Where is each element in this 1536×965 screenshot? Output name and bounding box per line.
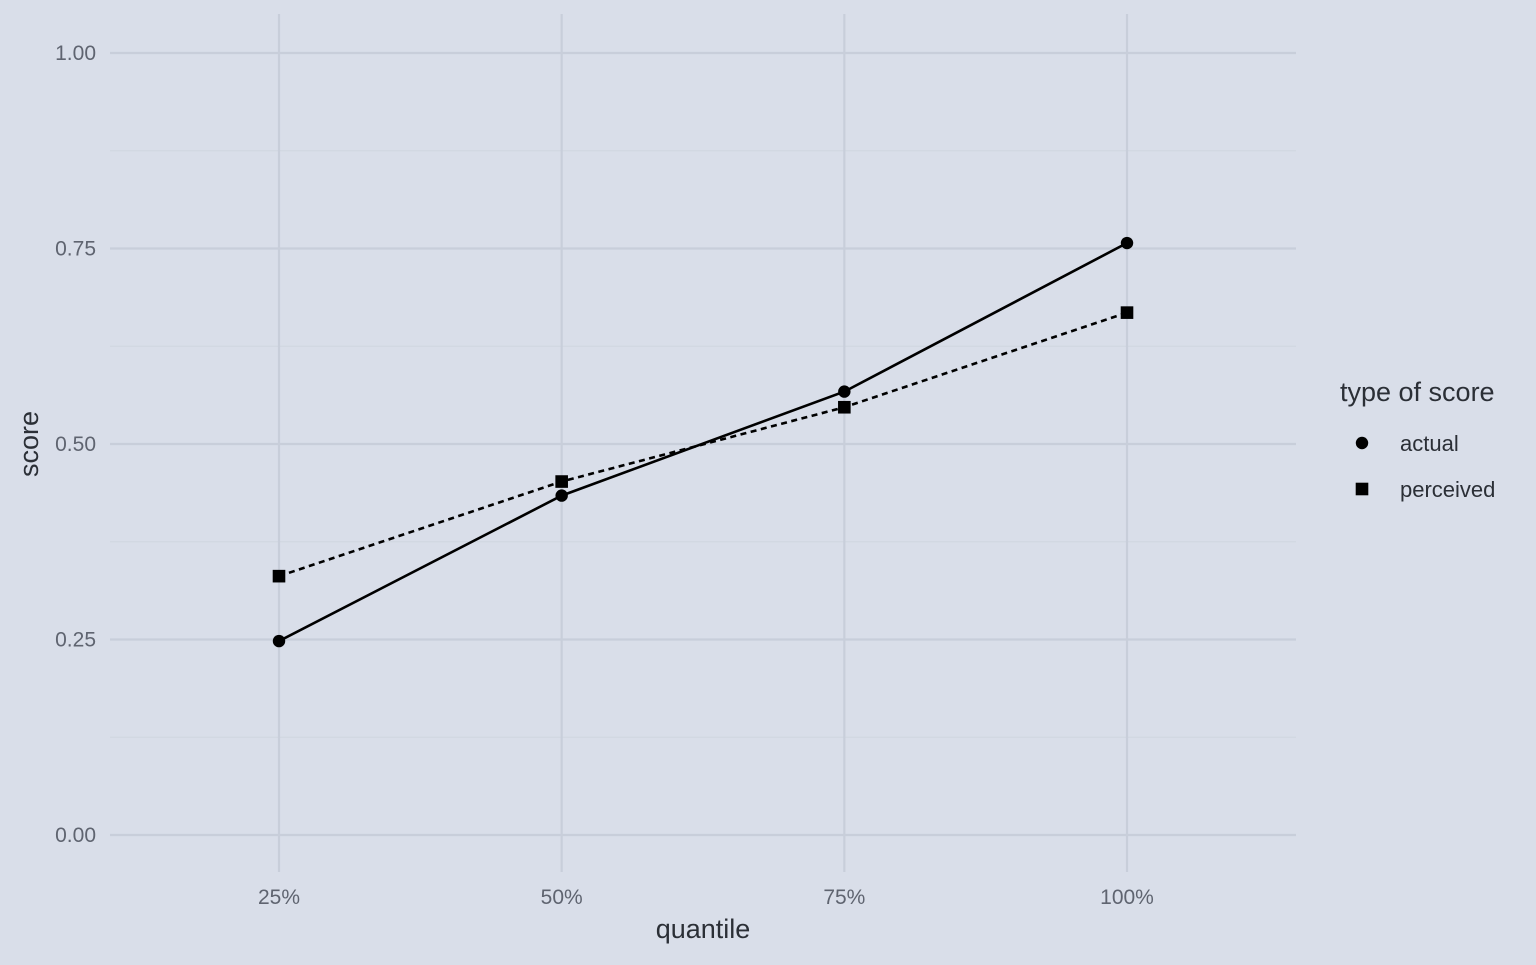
x-tick-label: 25% xyxy=(258,886,300,909)
y-axis-title: score xyxy=(14,411,44,477)
y-tick-label: 0.25 xyxy=(55,629,96,652)
legend-key-perceived xyxy=(1355,482,1369,496)
y-tick-label: 0.50 xyxy=(55,433,96,456)
legend-label-actual: actual xyxy=(1400,431,1459,456)
series-line-perceived xyxy=(278,311,1128,578)
grid-layer xyxy=(110,14,1296,872)
y-tick-label: 1.00 xyxy=(55,42,96,65)
axis-layer: 0.00 0.25 0.50 0.75 1.00 25% 50% 75% 100% xyxy=(55,42,1154,909)
y-tick-label: 0.75 xyxy=(55,238,96,261)
x-tick-label: 100% xyxy=(1100,886,1154,909)
x-tick-label: 50% xyxy=(541,886,583,909)
legend-entries: actual perceived xyxy=(1355,431,1495,502)
legend: type of score actual perceived xyxy=(1340,377,1495,502)
data-point-actual xyxy=(555,489,568,502)
data-point-perceived xyxy=(838,400,851,414)
y-tick-label: 0.00 xyxy=(55,824,96,847)
data-point-perceived xyxy=(1120,306,1134,319)
legend-key-actual xyxy=(1355,436,1369,450)
data-point-perceived xyxy=(272,569,286,583)
data-point-perceived xyxy=(555,475,568,488)
data-point-actual xyxy=(1120,236,1134,250)
data-point-actual xyxy=(272,634,286,648)
x-axis-title: quantile xyxy=(656,914,751,944)
legend-title: type of score xyxy=(1340,377,1495,407)
data-point-actual xyxy=(838,385,851,398)
marker-layer xyxy=(272,236,1134,648)
series-layer xyxy=(278,241,1128,643)
legend-label-perceived: perceived xyxy=(1400,477,1495,502)
x-tick-label: 75% xyxy=(823,886,865,909)
